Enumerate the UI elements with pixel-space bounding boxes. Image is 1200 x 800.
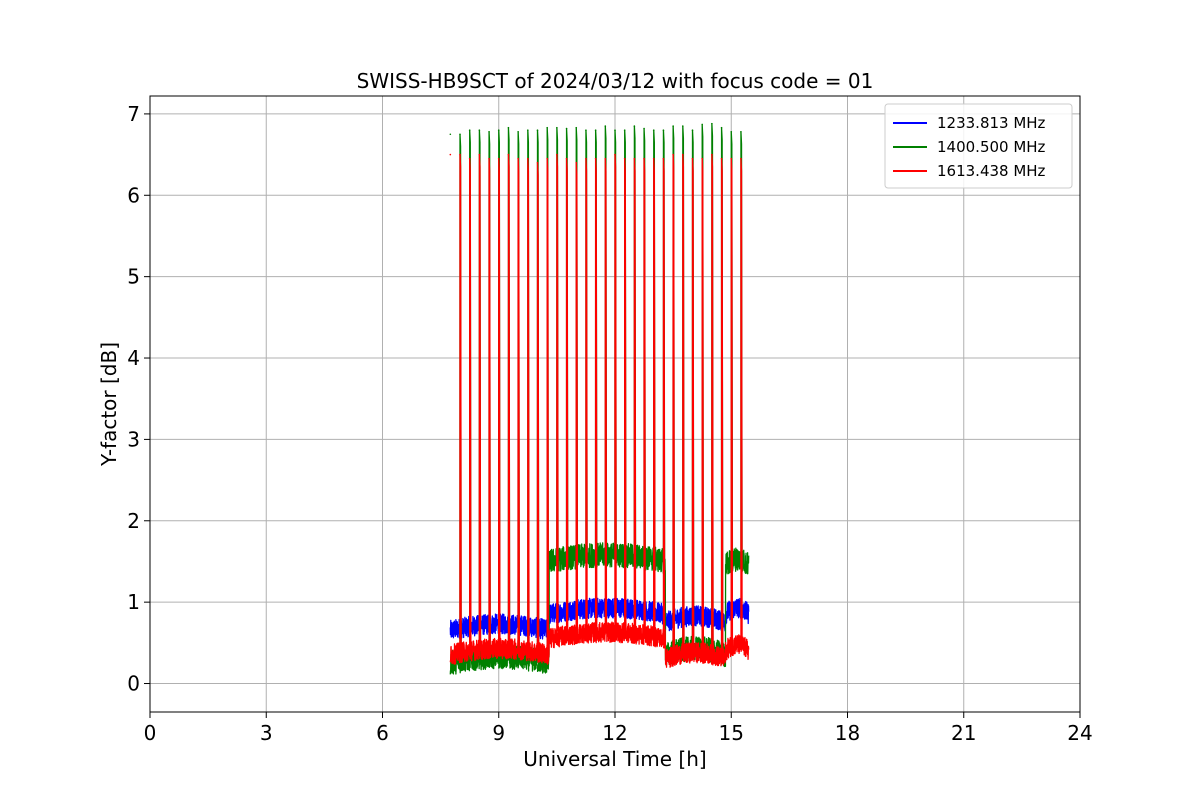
- y-tick-label: 7: [127, 102, 140, 126]
- series-peak-point: [536, 161, 539, 164]
- series-peak-point: [488, 131, 490, 133]
- x-tick-label: 3: [260, 721, 273, 745]
- x-tick-label: 0: [144, 721, 157, 745]
- series-peak-point: [459, 153, 461, 156]
- series-peak-point: [730, 131, 733, 133]
- series-peak-point: [643, 157, 645, 160]
- x-tick-label: 12: [602, 721, 627, 745]
- y-tick-label: 5: [127, 265, 140, 289]
- series-peak-point: [711, 153, 713, 156]
- series-peak-point: [614, 129, 616, 131]
- y-tick-label: 4: [127, 346, 140, 370]
- series-peak-point: [633, 125, 636, 127]
- series-peak-point: [585, 129, 587, 131]
- series-peak-point: [740, 157, 742, 160]
- series-peak-point: [459, 133, 461, 136]
- series-peak-point: [546, 157, 548, 160]
- x-tick-label: 9: [492, 721, 505, 745]
- series-peak-point: [507, 153, 510, 156]
- series-peak-point: [556, 126, 558, 129]
- series-peak-point: [672, 125, 674, 127]
- series-peak-point: [527, 157, 529, 160]
- x-tick-label: 21: [951, 721, 976, 745]
- series-peak-point: [672, 153, 674, 156]
- series-peak-point: [740, 131, 742, 133]
- legend-label: 1400.500 MHz: [937, 138, 1046, 156]
- series-peak-point: [682, 125, 684, 127]
- x-tick-label: 24: [1067, 721, 1092, 745]
- series-peak-point: [527, 129, 529, 131]
- y-tick-label: 3: [127, 427, 140, 451]
- series-peak-point: [614, 153, 616, 156]
- y-tick-label: 0: [127, 672, 140, 696]
- series-peak-point: [643, 127, 645, 130]
- y-tick-label: 1: [127, 590, 140, 614]
- series-peak-point: [449, 133, 452, 136]
- series-peak-point: [575, 161, 578, 164]
- series-peak-point: [633, 157, 636, 160]
- x-tick-label: 6: [376, 721, 389, 745]
- series-peak-point: [449, 153, 452, 156]
- series-peak-point: [604, 157, 607, 160]
- x-tick-label: 15: [719, 721, 744, 745]
- series-peak-point: [701, 157, 703, 160]
- series-peak-point: [623, 157, 626, 160]
- series-peak-point: [604, 125, 607, 127]
- series-peak-point: [497, 157, 500, 160]
- y-tick-label: 6: [127, 183, 140, 207]
- y-tick-label: 2: [127, 509, 140, 533]
- x-tick-label: 18: [835, 721, 860, 745]
- series-peak-point: [497, 129, 500, 131]
- series-peak-point: [594, 129, 597, 131]
- y-axis-label: Y-factor [dB]: [97, 342, 121, 467]
- series-peak-point: [691, 129, 694, 131]
- series-layer: [449, 122, 750, 675]
- series-peak-point: [556, 153, 558, 156]
- legend-label: 1613.438 MHz: [937, 162, 1046, 180]
- series-peak-point: [468, 157, 471, 160]
- series-peak-point: [711, 122, 713, 125]
- legend-box: [884, 103, 1073, 189]
- series-peak-point: [594, 157, 597, 160]
- series-peak-point: [478, 153, 481, 156]
- series-peak-point: [575, 126, 578, 129]
- series-peak-point: [720, 126, 723, 129]
- series-peak-point: [662, 157, 665, 160]
- series-line-2: [449, 123, 750, 675]
- series-peak-point: [565, 127, 568, 130]
- series-peak-point: [652, 157, 655, 160]
- series-peak-point: [585, 157, 587, 160]
- series-peak-point: [507, 126, 510, 129]
- series-peak-point: [478, 129, 481, 131]
- series-peak-point: [682, 153, 684, 156]
- x-axis-label: Universal Time [h]: [523, 747, 706, 771]
- chart-title: SWISS-HB9SCT of 2024/03/12 with focus co…: [357, 69, 874, 93]
- series-peak-point: [720, 157, 723, 160]
- legend-label: 1233.813 MHz: [937, 114, 1046, 132]
- series-peak-point: [730, 157, 733, 160]
- series-peak-point: [662, 129, 665, 131]
- series-line-3: [449, 153, 750, 668]
- series-peak-point: [468, 129, 471, 131]
- series-peak-point: [623, 129, 626, 131]
- series-peak-point: [691, 157, 694, 160]
- legend: 1233.813 MHz 1400.500 MHz 1613.438 MHz: [884, 103, 1073, 189]
- series-peak-point: [546, 126, 548, 129]
- series-peak-point: [517, 131, 519, 133]
- series-peak-point: [517, 157, 519, 160]
- series-peak-point: [536, 129, 539, 131]
- series-peak-point: [565, 157, 568, 160]
- series-peak-point: [652, 129, 655, 131]
- series-peak-point: [488, 157, 490, 160]
- series-peak-point: [701, 123, 703, 126]
